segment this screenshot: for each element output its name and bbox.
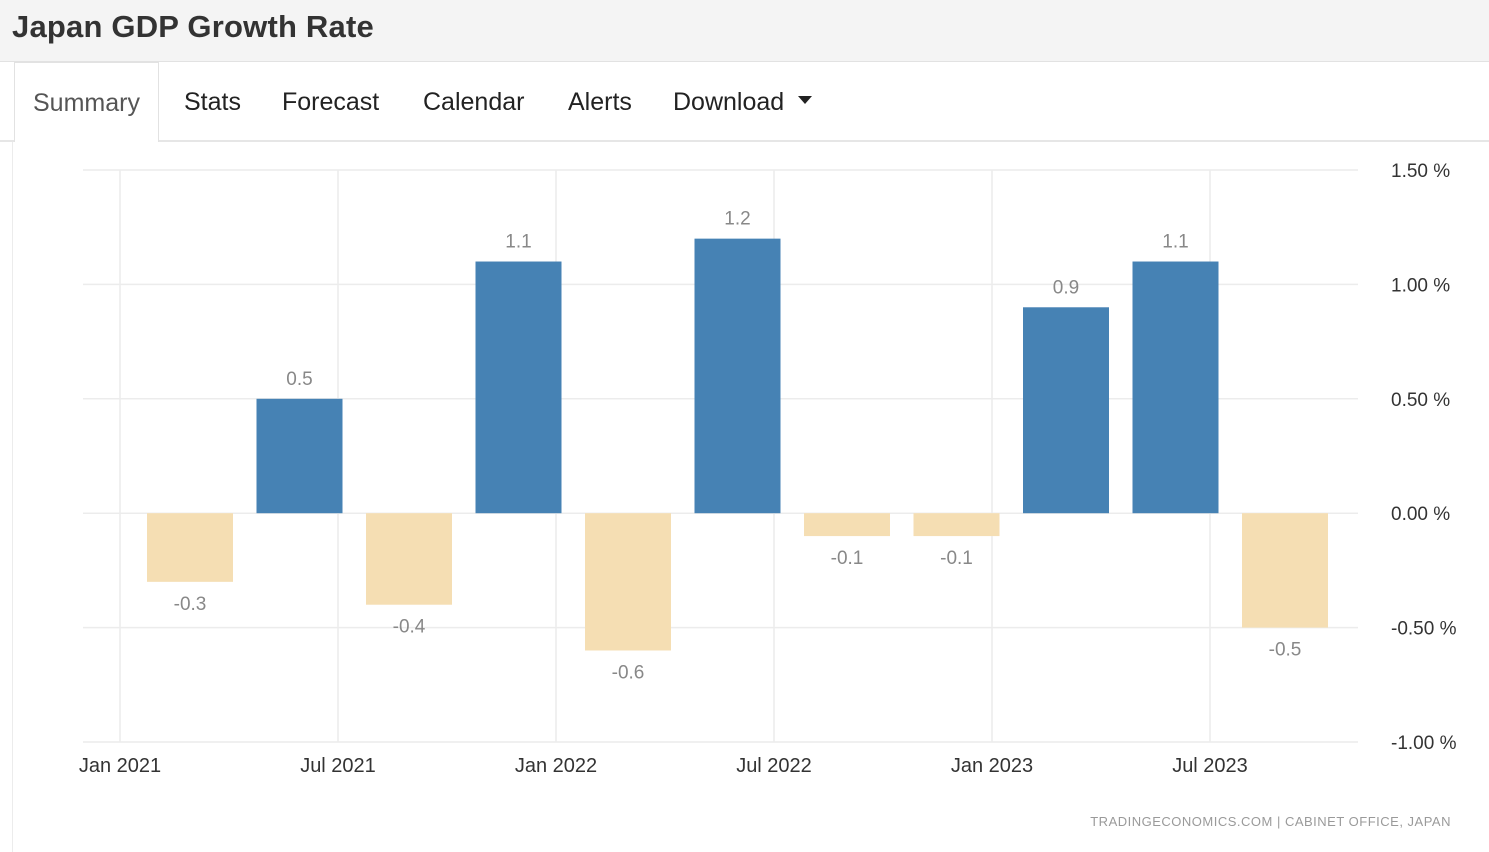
data-label: -0.4	[393, 617, 426, 638]
data-label: -0.6	[612, 662, 645, 683]
tab-calendar[interactable]: Calendar	[423, 62, 524, 142]
y-tick-label: 0.50 %	[1391, 390, 1450, 411]
tab-forecast-label: Forecast	[282, 88, 380, 116]
y-tick-label: 1.50 %	[1391, 161, 1450, 182]
data-label: -0.1	[940, 548, 973, 569]
bar[interactable]	[1132, 261, 1219, 514]
tab-bar: Summary Stats Forecast Calendar Alerts D…	[0, 62, 1489, 142]
page-title: Japan GDP Growth Rate	[12, 9, 374, 44]
tab-forecast[interactable]: Forecast	[282, 62, 379, 142]
tab-stats-label: Stats	[184, 88, 241, 116]
chart-panel: 1.50 % 1.00 % 0.50 % 0.00 % -0.50 % -1.00 % Ja…	[12, 142, 1489, 852]
bar[interactable]	[366, 513, 452, 605]
data-label: -0.3	[174, 594, 207, 615]
data-label: -0.1	[831, 548, 864, 569]
x-tick-label: Jul 2022	[736, 755, 812, 777]
data-label: 1.1	[1162, 232, 1188, 253]
bar[interactable]	[1023, 307, 1109, 514]
gdp-bar-chart: 1.50 % 1.00 % 0.50 % 0.00 % -0.50 % -1.00 % Ja…	[79, 161, 1457, 829]
bar[interactable]	[1242, 513, 1328, 628]
bar[interactable]	[585, 513, 671, 651]
data-label: 0.9	[1053, 277, 1079, 298]
tab-download-label: Download	[673, 88, 785, 116]
bar[interactable]	[256, 398, 343, 514]
tab-stats[interactable]: Stats	[184, 62, 241, 142]
tab-summary[interactable]: Summary	[14, 62, 159, 142]
y-tick-label: 1.00 %	[1391, 275, 1450, 296]
tab-alerts-label: Alerts	[568, 88, 632, 116]
bar[interactable]	[147, 513, 233, 582]
bar[interactable]	[475, 261, 562, 514]
bar[interactable]	[913, 513, 1000, 537]
x-tick-label: Jan 2021	[79, 755, 161, 777]
y-tick-label: 0.00 %	[1391, 504, 1450, 525]
data-label: 0.5	[286, 369, 312, 390]
bar[interactable]	[694, 238, 781, 514]
page-header: Japan GDP Growth Rate	[0, 0, 1489, 62]
y-tick-label: -0.50 %	[1391, 619, 1457, 640]
tab-download[interactable]: Download	[673, 62, 813, 142]
tab-alerts[interactable]: Alerts	[568, 62, 632, 142]
y-tick-label: -1.00 %	[1391, 733, 1457, 754]
caret-down-icon	[798, 96, 813, 105]
x-tick-label: Jan 2022	[515, 755, 597, 777]
source-credit: TRADINGECONOMICS.COM | CABINET OFFICE, J…	[1090, 814, 1451, 829]
data-label: -0.5	[1269, 640, 1302, 661]
data-label: 1.1	[505, 232, 531, 253]
x-tick-label: Jan 2023	[951, 755, 1033, 777]
x-tick-label: Jul 2023	[1172, 755, 1248, 777]
x-tick-label: Jul 2021	[300, 755, 376, 777]
data-label: 1.2	[724, 209, 750, 230]
bar[interactable]	[804, 513, 890, 537]
tab-summary-label: Summary	[33, 89, 140, 117]
tab-calendar-label: Calendar	[423, 88, 525, 116]
